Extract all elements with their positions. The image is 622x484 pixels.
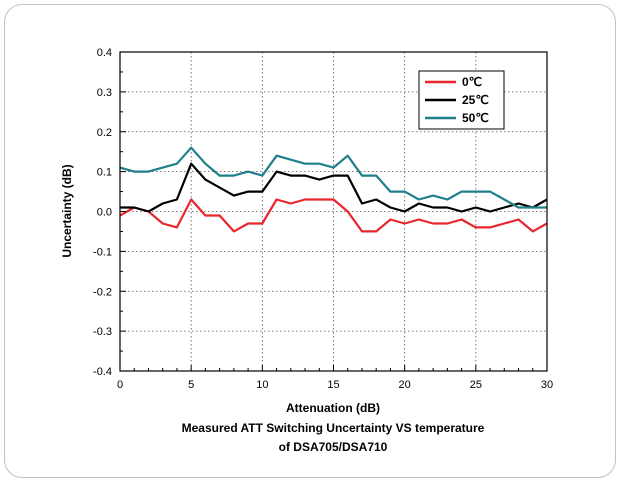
x-tick-label: 5 (188, 379, 194, 391)
y-tick-label: -0.1 (93, 246, 112, 258)
x-tick-label: 10 (256, 379, 268, 391)
y-tick-label: 0.2 (97, 127, 112, 139)
series-line (120, 198, 547, 233)
axis-ticks (119, 51, 548, 372)
legend-label: 50℃ (462, 111, 489, 125)
x-tick-label: 0 (117, 379, 123, 391)
y-axis-label: Uncertainty (dB) (60, 164, 74, 257)
series-line (120, 146, 547, 209)
series-layer (120, 146, 547, 233)
series-line (120, 162, 547, 213)
x-tick-label: 25 (470, 379, 482, 391)
x-tick-label: 30 (541, 379, 553, 391)
y-tick-label: -0.4 (93, 366, 112, 378)
legend-label: 25℃ (462, 93, 489, 107)
x-tick-label: 15 (327, 379, 339, 391)
x-tick-label: 20 (399, 379, 411, 391)
y-tick-labels: -0.4 -0.3 -0.2 -0.1 0.0 0.1 0.2 0.3 0.4 (93, 47, 112, 378)
caption-line-1: Measured ATT Switching Uncertainty VS te… (182, 421, 485, 435)
y-tick-label: -0.2 (93, 286, 112, 298)
y-tick-label: 0.0 (97, 207, 112, 219)
y-tick-label: 0.1 (97, 167, 112, 179)
x-axis-label: Attenuation (dB) (286, 401, 380, 415)
y-tick-label: 0.4 (97, 47, 112, 59)
caption-line-2: of DSA705/DSA710 (279, 440, 388, 454)
x-tick-labels: 0 5 10 15 20 25 30 (117, 379, 553, 391)
y-tick-label: -0.3 (93, 326, 112, 338)
legend: 0℃ 25℃ 50℃ (418, 70, 505, 130)
y-tick-label: 0.3 (97, 87, 112, 99)
legend-label: 0℃ (462, 75, 482, 89)
